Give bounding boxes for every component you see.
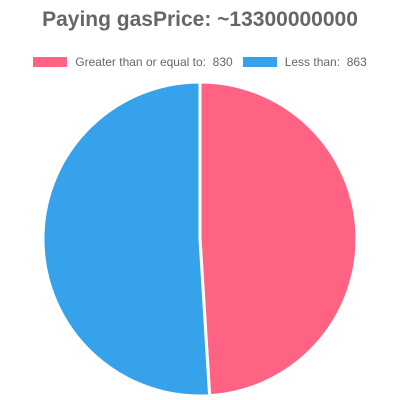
legend-label-less-than: Less than: 863 bbox=[285, 55, 367, 69]
legend-label-greater-equal: Greater than or equal to: 830 bbox=[75, 55, 232, 69]
chart-title: Paying gasPrice: ~13300000000 bbox=[42, 8, 358, 31]
legend-text-greater-equal: Greater than or equal to: bbox=[75, 55, 206, 69]
legend-item-less-than[interactable]: Less than: 863 bbox=[242, 55, 367, 69]
legend-item-greater-equal[interactable]: Greater than or equal to: 830 bbox=[33, 55, 233, 69]
chart-legend: Greater than or equal to: 830 Less than:… bbox=[0, 55, 400, 69]
legend-swatch-greater-equal bbox=[33, 57, 68, 67]
legend-value-greater-equal: 830 bbox=[212, 55, 233, 69]
legend-value-less-than: 863 bbox=[346, 55, 367, 69]
legend-text-less-than: Less than: bbox=[284, 55, 341, 69]
legend-swatch-less-than bbox=[242, 57, 277, 67]
pie-slice-greater-equal[interactable] bbox=[198, 80, 359, 398]
pie-slice-less-than[interactable] bbox=[41, 80, 212, 398]
